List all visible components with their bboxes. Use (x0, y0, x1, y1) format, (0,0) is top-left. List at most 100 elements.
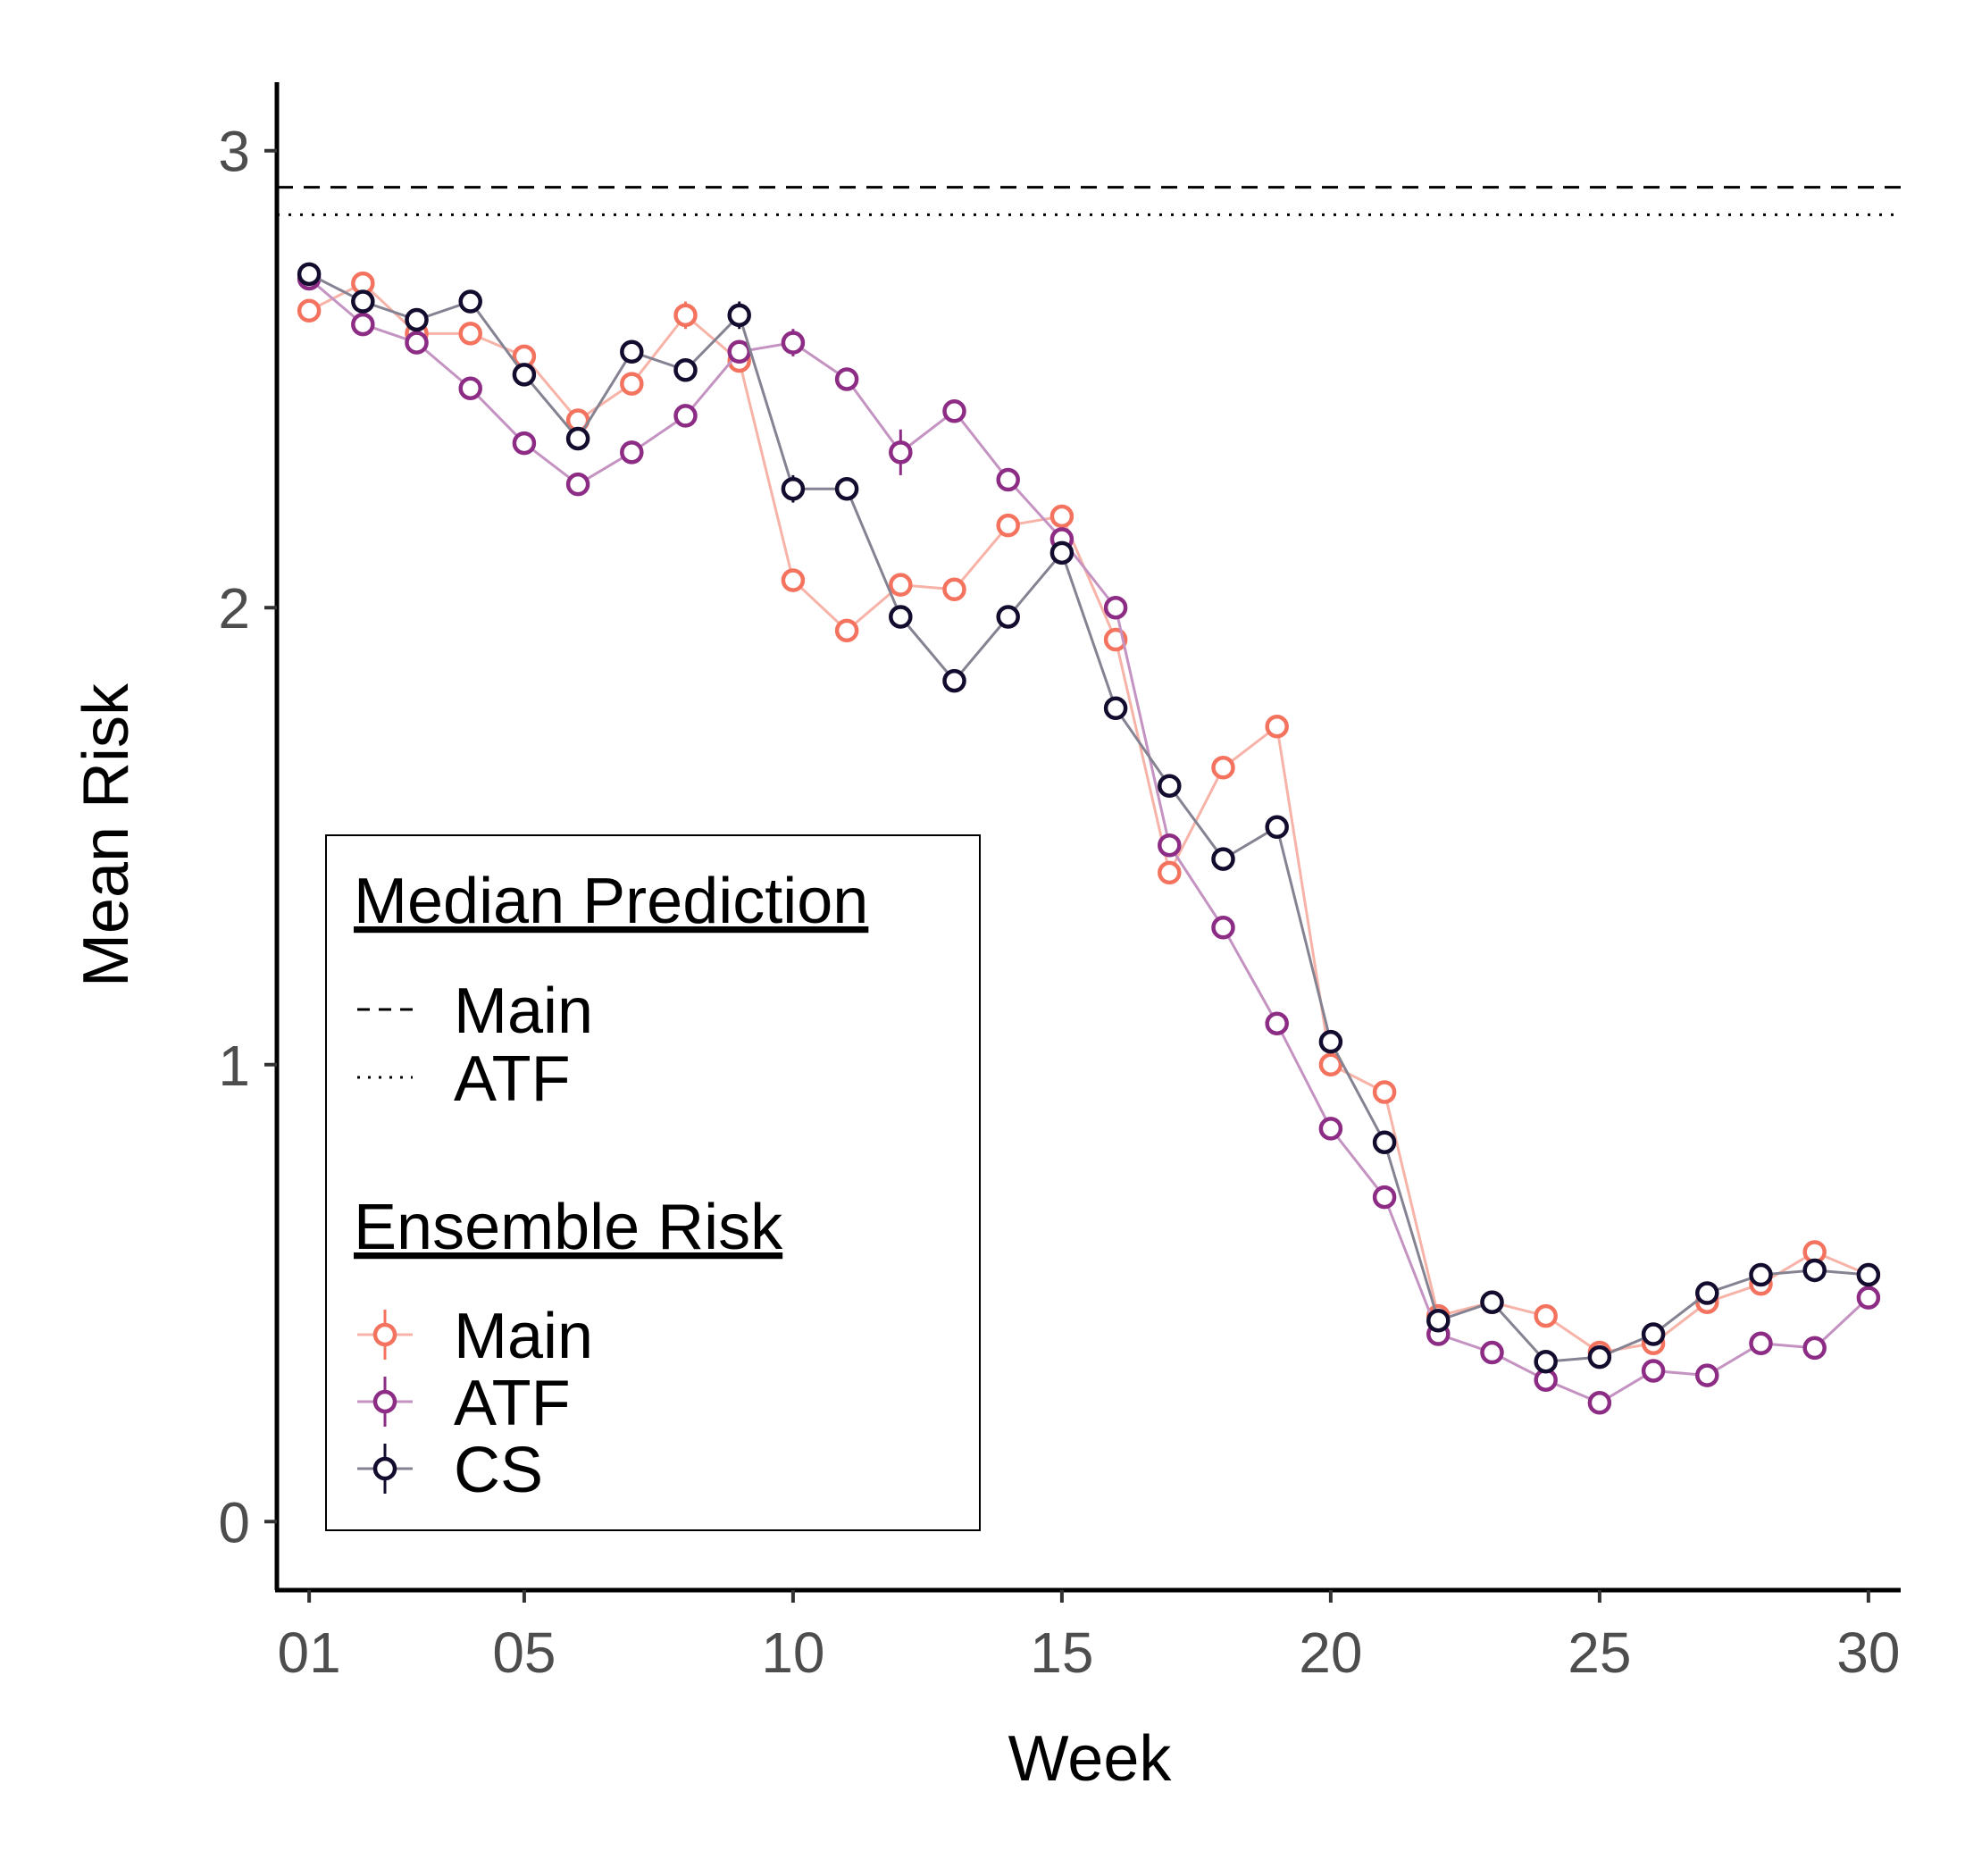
series-cs-point (1211, 847, 1235, 871)
series-main-point (834, 618, 859, 643)
series-main-point (942, 577, 966, 602)
series-main-point (458, 322, 482, 346)
y-axis-ticks: 0 1 2 3 (218, 120, 277, 1554)
series-cs-point (1372, 1130, 1397, 1154)
series-cs-point (673, 358, 698, 382)
x-tick-label: 15 (1030, 1621, 1093, 1685)
series-atf-point (1480, 1340, 1504, 1365)
y-tick-label: 0 (218, 1490, 250, 1554)
series-main-point (673, 303, 698, 328)
series-atf-point (727, 339, 751, 364)
series-cs (297, 262, 1881, 1374)
series-main-point (889, 573, 913, 597)
x-axis-ticks: 01 05 10 15 20 25 30 (278, 1590, 1900, 1685)
legend-title-median-prediction: Median Prediction (354, 866, 868, 937)
series-cs-point (996, 605, 1020, 629)
legend-title-ensemble-risk: Ensemble Risk (354, 1192, 783, 1263)
series-cs-point (297, 262, 322, 287)
series-main-point (1534, 1303, 1558, 1328)
legend-label-main-median: Main (454, 976, 593, 1047)
legend-key-main-point (372, 1322, 397, 1347)
series-cs-point (565, 426, 590, 451)
series-cs-point (405, 307, 429, 332)
series-atf-point (1695, 1363, 1719, 1387)
series-main-point (297, 298, 322, 323)
legend-key-atf-point (372, 1389, 397, 1414)
series-atf-point (351, 312, 375, 337)
x-tick-label: 30 (1836, 1621, 1900, 1685)
series-atf-point (996, 467, 1020, 492)
series-atf-point (834, 367, 859, 391)
y-tick-label: 2 (218, 576, 250, 641)
y-tick-label: 3 (218, 120, 250, 184)
series-atf-point (1372, 1185, 1397, 1210)
legend-box (325, 834, 981, 1531)
x-tick-label: 10 (761, 1621, 824, 1685)
x-tick-label: 05 (492, 1621, 556, 1685)
legend: Median Prediction Main ATF Ensemble Risk… (325, 834, 981, 1531)
series-cs-point (1856, 1262, 1881, 1287)
legend-key-cs (357, 1444, 413, 1494)
reference-lines (277, 186, 1901, 216)
series-atf-point (1641, 1359, 1666, 1383)
series-main-point (996, 513, 1020, 538)
y-axis-title: Mean Risk (71, 683, 142, 987)
series-atf-point (673, 404, 698, 428)
series-atf-point (1318, 1117, 1343, 1141)
series-atf-point (781, 331, 806, 355)
series-atf-point (942, 399, 966, 423)
series-main-point (1158, 860, 1182, 885)
legend-key-atf (357, 1377, 413, 1427)
series-cs-point (1802, 1258, 1827, 1283)
series-cs-point (1158, 774, 1182, 798)
legend-series-keys (357, 1310, 413, 1494)
series-cs-point (1641, 1322, 1666, 1346)
series-atf-point (1856, 1286, 1881, 1310)
series-cs-point (512, 363, 537, 387)
x-axis-title: Week (1008, 1723, 1173, 1795)
series-cs-point (1103, 696, 1128, 721)
series-atf-point (1802, 1336, 1827, 1361)
series-atf-point (1587, 1391, 1612, 1415)
series-atf (297, 266, 1881, 1415)
series-cs-point (620, 339, 644, 364)
series-atf-point (1265, 1011, 1289, 1035)
series-cs-point (1695, 1281, 1719, 1305)
series-main-point (1318, 1052, 1343, 1077)
series-cs-point (834, 476, 859, 501)
series-cs-point (1426, 1308, 1451, 1333)
series-cs-point (942, 668, 966, 693)
series-atf-point (889, 440, 913, 465)
legend-key-main (357, 1310, 413, 1360)
series-cs-point (458, 289, 482, 314)
series-atf-point (620, 440, 644, 465)
series-cs-point (1318, 1029, 1343, 1054)
series-main-point (1211, 756, 1235, 780)
series-main-point (1049, 504, 1074, 529)
series-layer (297, 262, 1881, 1415)
series-atf-point (512, 431, 537, 456)
series-main-point (620, 372, 644, 396)
legend-label-cs-ensemble: CS (454, 1435, 543, 1506)
legend-label-atf-median: ATF (454, 1043, 571, 1115)
series-atf-point (405, 331, 429, 355)
series-main-point (1265, 714, 1289, 739)
series-cs-point (1049, 540, 1074, 565)
x-tick-label: 25 (1568, 1621, 1631, 1685)
legend-label-main-ensemble: Main (454, 1301, 593, 1372)
series-cs-point (1534, 1349, 1558, 1374)
y-tick-label: 1 (218, 1034, 250, 1098)
series-atf-point (1211, 916, 1235, 940)
series-cs-point (351, 289, 375, 314)
series-cs-point (727, 303, 751, 328)
series-main-point (1372, 1080, 1397, 1104)
series-cs-point (781, 476, 806, 501)
series-main-point (781, 568, 806, 592)
series-atf-point (565, 472, 590, 497)
series-cs-point (1587, 1344, 1612, 1369)
series-cs-point (1480, 1290, 1504, 1314)
series-atf-point (1103, 595, 1128, 620)
series-cs-point (889, 605, 913, 629)
legend-key-cs-point (372, 1456, 397, 1481)
